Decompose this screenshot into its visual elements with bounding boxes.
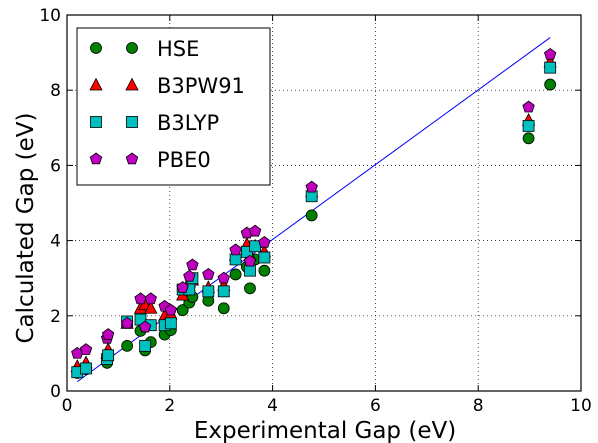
legend-label: B3PW91 <box>157 74 245 98</box>
y-axis-label: Calculated Gap (eV) <box>13 113 39 344</box>
data-point <box>258 235 271 248</box>
data-point <box>543 47 557 60</box>
data-point <box>164 303 178 316</box>
legend-marker <box>90 116 102 128</box>
data-point <box>144 292 157 305</box>
x-tick-label: 6 <box>370 396 381 416</box>
data-point <box>305 180 318 193</box>
x-tick-label: 10 <box>570 396 592 416</box>
data-point <box>202 285 215 298</box>
legend-entries: HSE B3PW91 B3LYP PBE0 <box>89 37 245 172</box>
legend-marker <box>89 152 103 165</box>
y-axis: 0 2 4 6 8 10 <box>39 6 581 402</box>
x-tick-label: 0 <box>62 396 73 416</box>
data-point <box>176 281 189 293</box>
x-tick-label: 8 <box>473 396 484 416</box>
data-point <box>229 268 242 281</box>
legend-marker <box>126 116 138 128</box>
data-point <box>229 243 242 256</box>
data-point <box>217 271 230 284</box>
legend-label: HSE <box>157 37 199 61</box>
series-pbe0 <box>71 47 557 359</box>
data-point <box>121 339 134 352</box>
legend-label: B3LYP <box>157 111 219 135</box>
legend-box <box>76 27 271 186</box>
plot-frame <box>66 14 582 392</box>
y-tick-label: 6 <box>50 156 61 176</box>
data-point <box>258 264 271 277</box>
data-point <box>183 269 196 282</box>
legend-marker <box>126 42 138 54</box>
data-point <box>79 343 93 355</box>
data-point <box>244 264 256 277</box>
legend-marker <box>125 152 139 165</box>
data-point <box>258 251 271 264</box>
x-axis-label: Experimental Gap (eV) <box>194 418 456 443</box>
x-axis: 0 2 4 6 8 10 <box>62 15 592 416</box>
data-point <box>522 132 535 145</box>
data-point <box>138 320 152 333</box>
y-tick-label: 2 <box>50 307 61 327</box>
data-point <box>80 362 92 375</box>
data-points <box>70 47 557 379</box>
x-tick-label: 4 <box>267 396 278 416</box>
data-point <box>229 253 242 266</box>
data-point <box>248 224 262 237</box>
data-point <box>244 282 256 295</box>
y-tick-label: 8 <box>50 81 61 101</box>
data-point <box>139 339 152 352</box>
legend-marker <box>90 42 102 54</box>
data-point <box>202 267 215 280</box>
grid <box>67 15 581 391</box>
legend-label: PBE0 <box>157 148 211 172</box>
data-point <box>102 349 115 362</box>
data-point <box>164 317 177 330</box>
data-point <box>176 304 189 317</box>
y-tick-label: 4 <box>50 232 61 252</box>
data-point <box>186 258 199 271</box>
data-point <box>101 328 115 340</box>
data-point <box>120 316 134 329</box>
data-point <box>144 300 158 314</box>
data-point <box>522 100 535 113</box>
data-point <box>243 254 257 267</box>
data-point <box>305 209 318 222</box>
y-tick-label: 10 <box>39 6 61 26</box>
data-point <box>217 302 230 315</box>
data-point <box>217 285 230 298</box>
legend-marker <box>125 77 139 91</box>
data-point <box>134 292 147 305</box>
data-point <box>544 61 557 74</box>
legend-marker <box>89 77 103 91</box>
x-tick-label: 2 <box>164 396 175 416</box>
data-point <box>522 120 535 132</box>
y-tick-label: 0 <box>50 382 61 402</box>
legend: HSE B3PW91 B3LYP PBE0 <box>76 27 271 186</box>
data-point <box>544 78 557 91</box>
